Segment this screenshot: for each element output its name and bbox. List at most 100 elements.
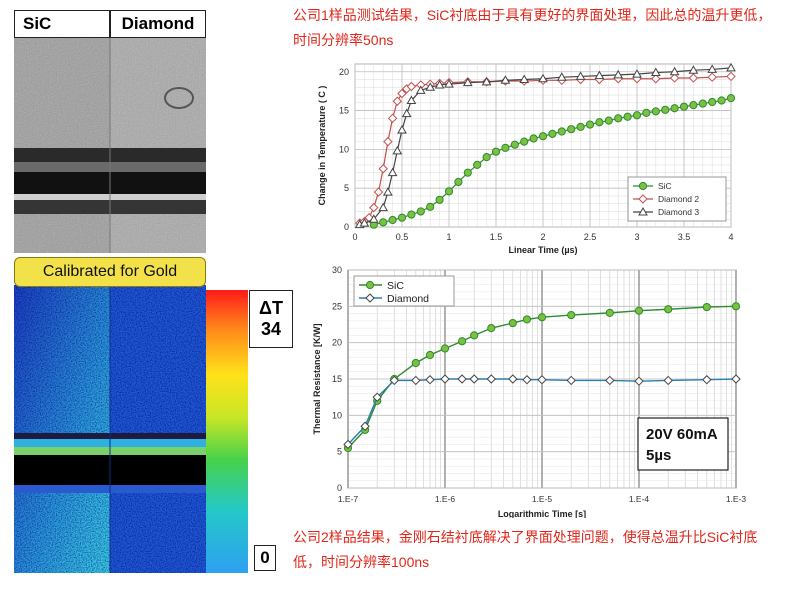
annotation-box	[637, 417, 729, 471]
data-point	[604, 116, 613, 125]
data-point	[642, 108, 651, 118]
data-point	[389, 375, 399, 386]
data-point	[520, 137, 529, 146]
data-point	[605, 308, 614, 317]
legend-marker	[365, 280, 375, 290]
data-point	[510, 140, 519, 149]
y-axis-label: Thermal Resistance [K/W]	[312, 323, 322, 434]
data-point	[632, 69, 642, 78]
data-point	[557, 127, 566, 136]
data-point	[343, 439, 353, 450]
legend-label: Diamond 3	[658, 207, 699, 217]
data-point	[529, 134, 538, 143]
data-point	[387, 167, 398, 177]
scale-title-box: ΔT 34	[249, 290, 293, 348]
data-point	[688, 73, 699, 83]
x-axis-label: Logarithmic Time [s]	[498, 509, 586, 518]
data-point	[726, 62, 736, 72]
data-point	[378, 202, 389, 212]
data-point	[548, 129, 557, 138]
data-point	[411, 358, 420, 368]
data-point	[379, 218, 388, 227]
data-point	[383, 136, 393, 147]
data-point	[425, 375, 435, 385]
data-point	[481, 76, 492, 86]
y-axis-label: Change in Temperature ( C )	[317, 86, 327, 206]
data-point	[605, 375, 615, 386]
data-point	[388, 215, 397, 225]
data-point	[383, 187, 393, 196]
data-point	[519, 74, 530, 84]
legend-marker	[365, 293, 375, 303]
y-tick-label: 15	[339, 106, 349, 116]
data-point	[702, 302, 711, 312]
data-point	[454, 177, 463, 187]
data-point	[482, 153, 491, 162]
data-point	[416, 207, 425, 216]
x-axis-label: Linear Time (µs)	[508, 245, 577, 255]
y-tick-label: 0	[344, 222, 349, 232]
note-bottom: 公司2样品结果，金刚石结衬底解决了界面处理问题，使得总温升比SiC衬底低，时间分…	[293, 529, 758, 570]
calibrated-banner: Calibrated for Gold	[14, 257, 206, 287]
data-point	[487, 324, 496, 333]
data-point	[661, 105, 670, 114]
x-tick-label: 2.5	[584, 232, 597, 242]
y-tick-label: 15	[332, 374, 342, 384]
data-point	[392, 96, 403, 106]
data-point	[595, 118, 604, 127]
y-tick-label: 5	[344, 183, 349, 193]
data-point	[462, 77, 473, 87]
scale-min-box: 0	[254, 545, 276, 571]
scale-title: ΔT	[259, 298, 283, 318]
data-point	[440, 374, 450, 384]
data-point	[473, 160, 482, 170]
legend-label: Diamond 2	[658, 194, 699, 204]
data-point	[372, 392, 382, 402]
legend-label: SiC	[658, 181, 672, 191]
data-point	[707, 64, 718, 73]
data-point	[669, 66, 680, 76]
data-point	[650, 67, 661, 77]
data-point	[463, 168, 472, 177]
data-point	[457, 374, 467, 384]
data-point	[538, 132, 548, 141]
data-point	[500, 75, 511, 84]
legend-marker	[638, 181, 648, 191]
x-tick-label: 0.5	[396, 232, 409, 242]
data-point	[397, 88, 407, 99]
data-point	[425, 82, 436, 91]
chart-log-thermal-resistance: 1.E-7 1.E-6 1.E-5 1.E-4 1.E-3 0 5 10 15 20 25 30 Log…	[312, 265, 747, 518]
legend-label: SiC	[387, 280, 404, 292]
data-point	[406, 95, 417, 104]
data-point	[623, 112, 632, 121]
data-point	[567, 125, 576, 134]
data-point	[406, 81, 417, 92]
data-point	[392, 145, 403, 155]
data-point	[508, 318, 517, 328]
data-point	[486, 374, 496, 384]
legend-label: Diamond	[387, 293, 429, 305]
data-point	[575, 71, 586, 80]
data-point	[440, 344, 450, 353]
data-point	[669, 73, 680, 83]
annotation-text: 20V 60mA	[646, 426, 718, 443]
chart-linear-temperature: 0 0.5 1 1.5 2 2.5 3 3.5 4 0 5 10 15 20 Linear Time (µs…	[317, 62, 736, 255]
x-tick-label: 1	[446, 232, 451, 242]
x-tick-label: 1.5	[490, 232, 503, 242]
x-tick-label: 1.E-3	[726, 494, 747, 504]
x-tick-label: 1.E-4	[629, 494, 650, 504]
data-point	[731, 374, 741, 384]
data-point	[707, 72, 717, 82]
data-point	[537, 375, 547, 385]
x-tick-label: 4	[728, 232, 733, 242]
data-point	[426, 202, 435, 211]
data-point	[360, 421, 370, 431]
data-point	[368, 214, 379, 223]
data-point	[651, 107, 660, 116]
thermal-image-texture	[14, 285, 206, 573]
data-point	[397, 124, 407, 134]
x-tick-label: 1.E-6	[435, 494, 456, 504]
optical-image	[14, 10, 206, 253]
y-tick-label: 10	[332, 410, 342, 420]
data-point	[689, 101, 698, 110]
